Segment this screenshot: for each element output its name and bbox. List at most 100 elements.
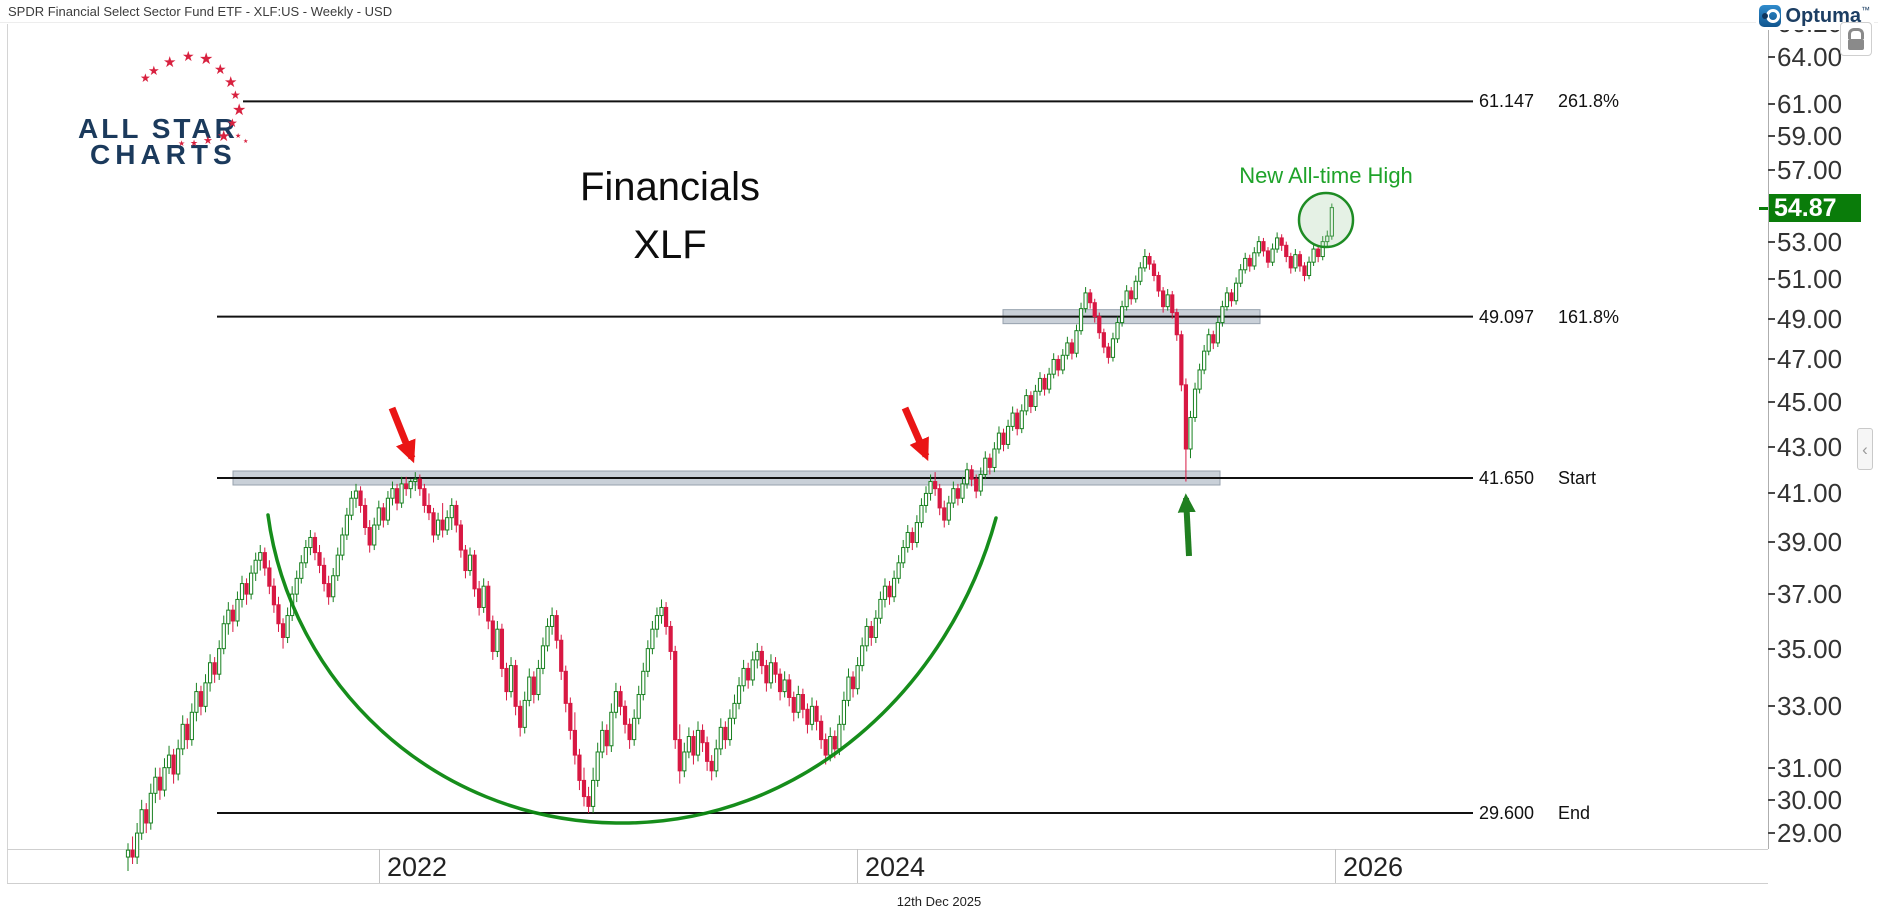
candle-body (1306, 261, 1312, 277)
candle-body (481, 585, 486, 608)
candle-body (663, 606, 669, 627)
candle-body (1024, 395, 1029, 412)
candle-body (992, 448, 997, 468)
price-tick-label: 64.00 (1777, 41, 1843, 72)
candle-body (1211, 334, 1216, 344)
candle-body (741, 667, 746, 687)
candle-body (162, 767, 167, 791)
candle-body (349, 497, 354, 516)
candle-body (1206, 334, 1211, 352)
candle-body (385, 497, 391, 521)
price-tick-label: 47.00 (1777, 344, 1843, 375)
candle-body (180, 723, 185, 750)
candle-body (454, 504, 459, 526)
star-icon: ★ (163, 54, 177, 71)
logo-text-line2: CHARTS (90, 139, 237, 170)
candle-body (1174, 312, 1179, 336)
candle-body (1220, 306, 1225, 324)
star-icon: ★ (199, 51, 214, 68)
candle-body (1179, 334, 1184, 386)
candle-body (650, 628, 655, 650)
candle-body (1197, 369, 1202, 390)
candle-body (1170, 294, 1175, 314)
lock-button[interactable] (1840, 22, 1872, 56)
candle-body (399, 483, 404, 504)
candle-body (1037, 377, 1043, 392)
candle-body (1097, 316, 1102, 334)
star-icon: ★ (217, 128, 231, 145)
candle-body (613, 691, 619, 713)
star-icon: ★ (148, 63, 160, 78)
candle-body (837, 723, 842, 750)
candle-body (636, 694, 641, 719)
candle-body (244, 583, 249, 595)
chevron-left-icon: ‹ (1862, 440, 1868, 459)
candle-body (600, 729, 605, 753)
candle-body (312, 536, 318, 554)
price-tick-mark (1768, 135, 1775, 138)
candle-body (846, 676, 851, 701)
price-tick-mark (1768, 445, 1775, 448)
candle-body (873, 617, 878, 638)
candle-body (819, 720, 824, 741)
candle-body (1001, 432, 1006, 445)
price-tick-label: 30.00 (1777, 784, 1843, 815)
candle-body (1329, 207, 1334, 237)
candle-body (504, 667, 509, 693)
candle-body (814, 705, 819, 722)
candle-body (372, 524, 377, 546)
candle-body (923, 492, 929, 506)
candle-body (267, 567, 272, 587)
price-tick-label: 31.00 (1777, 752, 1843, 783)
candle-body (1243, 257, 1248, 271)
candle-body (641, 670, 646, 696)
candle-body (198, 691, 204, 707)
candle-body (805, 708, 810, 725)
candle-body (764, 665, 769, 684)
candle-body (335, 554, 340, 577)
candle-body (276, 604, 281, 625)
candle-body (299, 562, 304, 579)
star-icon: ★ (230, 88, 241, 102)
price-tick-label: 59.00 (1777, 121, 1843, 152)
candle-body (983, 457, 988, 475)
candle-body (746, 667, 751, 681)
fib-level-name: 161.8% (1558, 306, 1620, 327)
candle-body (978, 473, 983, 492)
candle-body (668, 625, 673, 652)
star-icon: ★ (190, 138, 199, 148)
candle-body (408, 481, 413, 490)
candle-body (445, 517, 450, 531)
candle-body (659, 606, 664, 617)
panel-collapse-button[interactable]: ‹ (1857, 428, 1873, 470)
chart-window-title: SPDR Financial Select Sector Fund ETF - … (8, 4, 393, 19)
candle-body (1019, 410, 1024, 430)
candle-body (572, 729, 577, 756)
year-label-2024: 2024 (865, 852, 926, 882)
price-tick-mark (1768, 766, 1775, 769)
candle-body (486, 585, 491, 622)
fib-level-value: 61.147 (1479, 91, 1535, 112)
candle-body (1106, 346, 1111, 358)
candle-body (435, 519, 441, 536)
time-axis-top-line (7, 849, 1768, 850)
candle-body (1325, 235, 1330, 243)
candle-body (1051, 358, 1056, 375)
candle-body (595, 751, 600, 781)
year-separator (857, 849, 858, 883)
candle-body (545, 625, 550, 647)
candle-body (1202, 350, 1207, 371)
candle-body (1261, 241, 1266, 252)
candle-body (891, 577, 897, 598)
candle-body (376, 507, 381, 526)
candle-body (135, 832, 140, 858)
candle-body (632, 717, 637, 741)
candle-body (1297, 254, 1303, 267)
star-icon: ★ (178, 139, 186, 148)
year-separator (1335, 849, 1336, 883)
candle-body (586, 796, 591, 807)
candle-body (901, 547, 906, 564)
candle-body (1010, 412, 1015, 427)
candle-body (604, 729, 609, 747)
